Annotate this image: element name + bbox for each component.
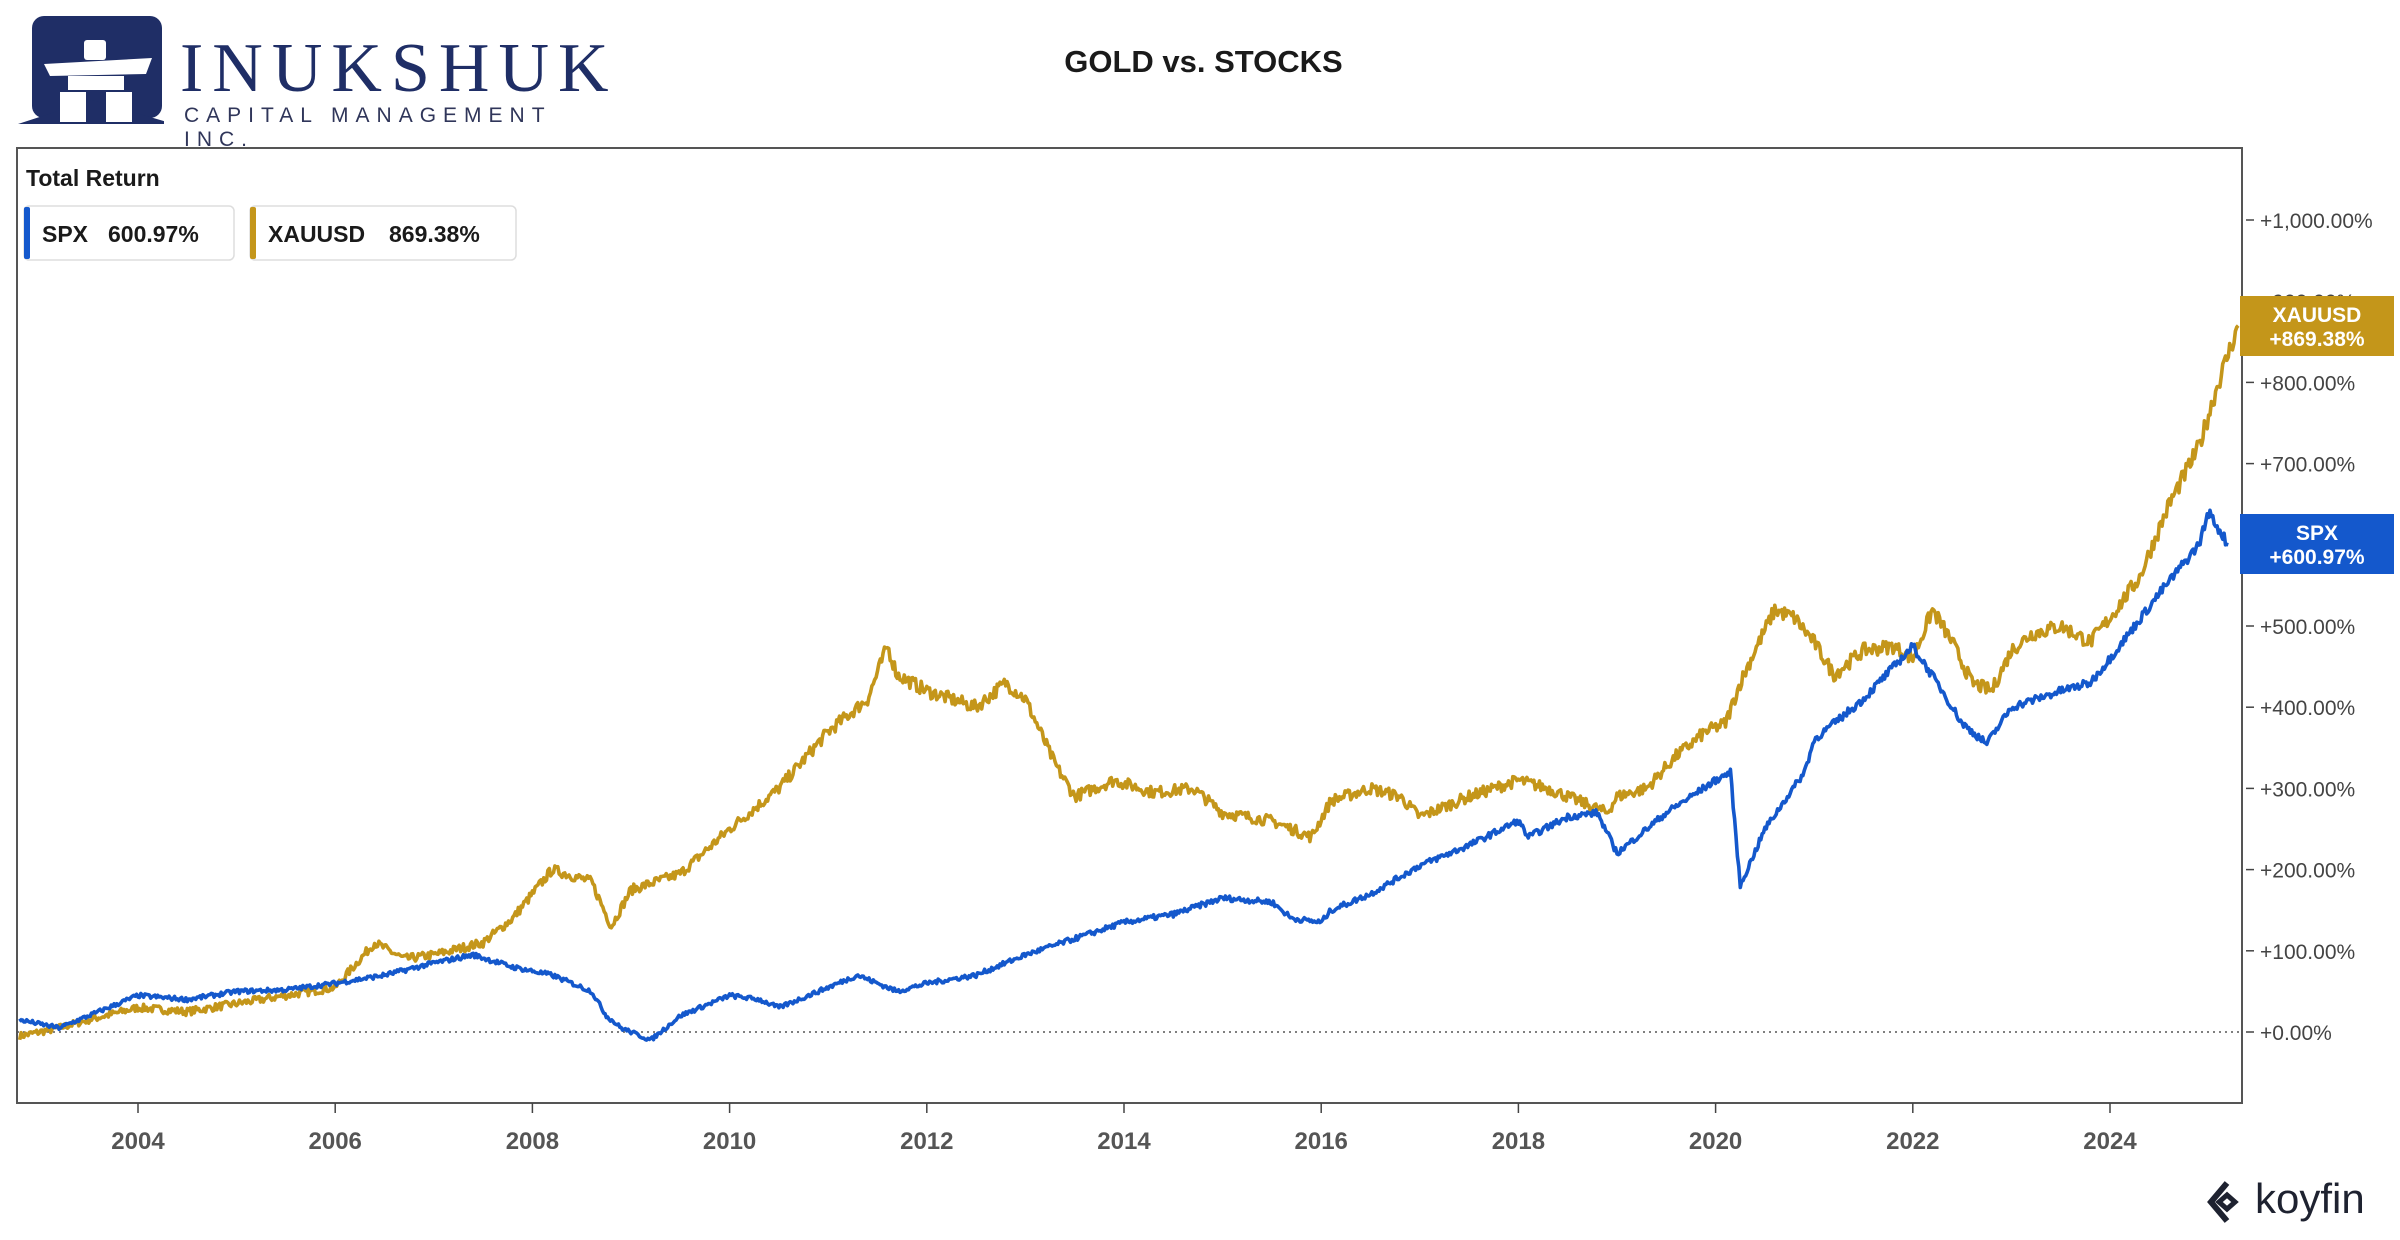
x-tick-label: 2010 [703, 1128, 756, 1155]
legend-value-xauusd: 869.38% [389, 221, 480, 247]
x-tick-label: 2022 [1886, 1128, 1939, 1155]
legend-item-xauusd[interactable]: XAUUSD 869.38% [249, 205, 517, 261]
x-tick-label: 2020 [1689, 1128, 1742, 1155]
y-tick-label: +100.00% [2260, 941, 2355, 964]
x-tick-label: 2018 [1492, 1128, 1545, 1155]
legend-swatch-spx [24, 207, 30, 259]
y-tick-label: +300.00% [2260, 778, 2355, 801]
end-label-spx-value: +600.97% [2269, 546, 2364, 569]
end-label-spx-name: SPX [2296, 522, 2338, 545]
koyfin-icon [2207, 1181, 2239, 1223]
end-label-xauusd-value: +869.38% [2269, 328, 2364, 351]
legend-value-spx: 600.97% [108, 221, 199, 247]
x-tick-label: 2014 [1097, 1128, 1151, 1155]
y-tick-label: +700.00% [2260, 454, 2355, 477]
series-line-xauusd [17, 324, 2240, 1041]
x-tick-label: 2004 [111, 1128, 165, 1155]
logo-tagline: CAPITAL MANAGEMENT INC. [184, 104, 552, 151]
end-label-spx: SPX +600.97% [2240, 514, 2394, 574]
y-tick-label: +500.00% [2260, 616, 2355, 639]
chart-subtitle: Total Return [26, 165, 160, 191]
y-tick-label: +400.00% [2260, 697, 2355, 720]
logo-wordmark: INUKSHUK [180, 30, 618, 107]
y-tick-label: +0.00% [2260, 1022, 2332, 1045]
y-tick-label: +200.00% [2260, 860, 2355, 883]
x-axis: 2004 2006 2008 2010 2012 2014 2016 2018 2020 2022… [111, 1103, 2137, 1155]
page-title: GOLD vs. STOCKS [1064, 44, 1343, 79]
legend-swatch-xauusd [250, 207, 256, 259]
koyfin-brand-text: koyfin [2255, 1175, 2365, 1222]
x-tick-label: 2006 [309, 1128, 362, 1155]
end-label-xauusd-name: XAUUSD [2273, 304, 2362, 327]
end-label-xauusd: XAUUSD +869.38% [2240, 296, 2394, 356]
series-line-spx [18, 508, 2229, 1042]
legend-name-spx: SPX [42, 221, 89, 247]
plot-frame [16, 147, 2243, 1104]
legend-name-xauusd: XAUUSD [268, 221, 365, 247]
company-logo: INUKSHUK CAPITAL MANAGEMENT INC. [14, 14, 614, 151]
y-tick-label: +800.00% [2260, 372, 2355, 395]
x-tick-label: 2016 [1295, 1128, 1348, 1155]
x-tick-label: 2008 [506, 1128, 559, 1155]
legend: SPX 600.97% XAUUSD 869.38% [23, 205, 517, 261]
legend-item-spx[interactable]: SPX 600.97% [23, 205, 235, 261]
x-tick-label: 2024 [2083, 1128, 2137, 1155]
y-tick-label: +1,000.00% [2260, 210, 2373, 233]
series-layer [17, 324, 2240, 1042]
inukshuk-logo-mark [18, 16, 164, 124]
x-tick-label: 2012 [900, 1128, 953, 1155]
